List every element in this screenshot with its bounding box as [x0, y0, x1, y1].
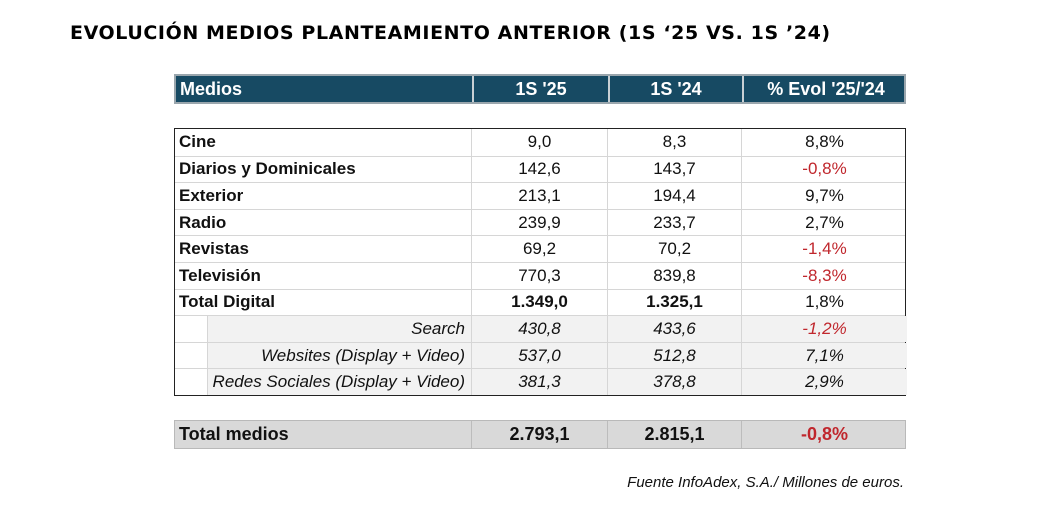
source-note: Fuente InfoAdex, S.A./ Millones de euros…	[627, 474, 904, 491]
header-medios: Medios	[180, 78, 243, 99]
value-evol: 2,9%	[741, 369, 907, 395]
value-1s24: 8,3	[607, 129, 741, 156]
value-evol: 9,7%	[741, 183, 907, 209]
value-1s24: 143,7	[607, 156, 741, 183]
value-1s25: 1.349,0	[471, 289, 607, 316]
table-row: Revistas 69,2 70,2 -1,4%	[175, 235, 905, 262]
value-1s25: 9,0	[471, 129, 607, 156]
subrow-label: Redes Sociales (Display + Video)	[207, 369, 471, 395]
table-header: Medios 1S '25 1S '24 % Evol '25/'24	[174, 74, 906, 104]
value-1s25: 69,2	[471, 236, 607, 262]
total-label: Total medios	[179, 424, 289, 444]
header-1s24: 1S '24	[608, 76, 742, 102]
value-evol: 8,8%	[741, 129, 907, 156]
total-1s24: 2.815,1	[607, 421, 741, 448]
row-label: Radio	[179, 212, 227, 232]
row-label: Revistas	[179, 239, 249, 259]
value-evol: -1,2%	[741, 316, 907, 342]
subrow-label: Websites (Display + Video)	[207, 342, 471, 369]
table-row: Exterior 213,1 194,4 9,7%	[175, 182, 905, 209]
row-label: Exterior	[179, 185, 244, 205]
value-evol: -1,4%	[741, 236, 907, 262]
value-evol: 7,1%	[741, 342, 907, 369]
value-1s25: 430,8	[471, 316, 607, 342]
value-1s24: 194,4	[607, 183, 741, 209]
total-evol: -0,8%	[741, 421, 907, 448]
table-row: Cine 9,0 8,3 8,8%	[175, 129, 905, 156]
value-1s24: 433,6	[607, 316, 741, 342]
row-label: Diarios y Dominicales	[179, 159, 356, 179]
header-1s25: 1S '25	[472, 76, 608, 102]
table-row: Diarios y Dominicales 142,6 143,7 -0,8%	[175, 155, 907, 183]
value-1s24: 1.325,1	[607, 289, 741, 316]
header-evol: % Evol '25/'24	[742, 76, 908, 102]
row-label: Cine	[179, 132, 216, 152]
table-row: Radio 239,9 233,7 2,7%	[175, 208, 907, 236]
total-1s25: 2.793,1	[471, 421, 607, 448]
value-1s24: 512,8	[607, 342, 741, 369]
table-subrow: Websites (Display + Video) 537,0 512,8 7…	[175, 341, 907, 369]
table-row-total-digital: Total Digital 1.349,0 1.325,1 1,8%	[175, 288, 907, 316]
table-row: Televisión 770,3 839,8 -8,3%	[175, 261, 907, 289]
value-1s25: 770,3	[471, 262, 607, 289]
value-1s25: 537,0	[471, 342, 607, 369]
value-1s25: 381,3	[471, 369, 607, 395]
media-table: Cine 9,0 8,3 8,8% Diarios y Dominicales …	[174, 128, 907, 396]
value-1s25: 142,6	[471, 156, 607, 183]
row-label: Total Digital	[179, 292, 276, 312]
value-evol: -8,3%	[741, 262, 907, 289]
total-medios-row: Total medios 2.793,1 2.815,1 -0,8%	[174, 420, 906, 449]
table-subrow: Redes Sociales (Display + Video) 381,3 3…	[175, 368, 907, 395]
row-label: Televisión	[179, 265, 261, 285]
value-1s24: 378,8	[607, 369, 741, 395]
value-1s25: 239,9	[471, 209, 607, 236]
value-1s24: 839,8	[607, 262, 741, 289]
value-1s24: 233,7	[607, 209, 741, 236]
value-evol: 1,8%	[741, 289, 907, 316]
value-evol: 2,7%	[741, 209, 907, 236]
subrow-label: Search	[207, 316, 471, 342]
table-subrow: Search 430,8 433,6 -1,2%	[175, 315, 907, 342]
value-1s24: 70,2	[607, 236, 741, 262]
value-evol: -0,8%	[741, 156, 907, 183]
page-title: EVOLUCIÓN MEDIOS PLANTEAMIENTO ANTERIOR …	[70, 22, 831, 44]
value-1s25: 213,1	[471, 183, 607, 209]
